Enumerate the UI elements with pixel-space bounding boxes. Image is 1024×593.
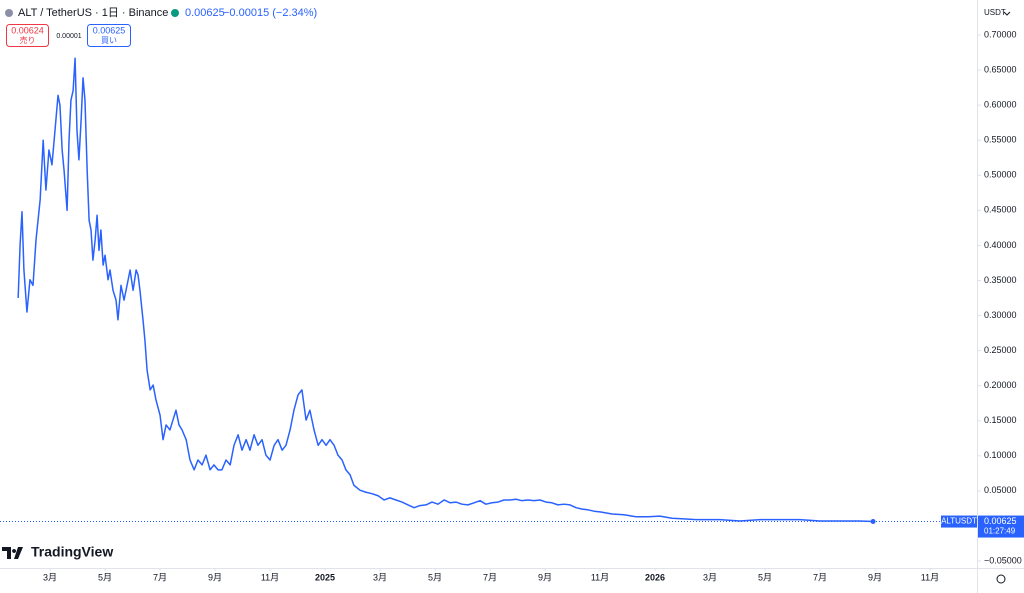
header-change: −0.00015 (−2.34%): [223, 7, 317, 19]
price-label: 0.00625: [984, 516, 1017, 526]
symbol-label-box: [941, 515, 977, 528]
countdown-label: 01:27:49: [984, 527, 1016, 536]
plot-area: [0, 57, 977, 525]
x-tick-label: 2025: [315, 572, 335, 582]
x-tick-label: 11月: [921, 572, 939, 582]
market-status: [171, 9, 179, 17]
spread: 0.00001: [56, 33, 81, 40]
buy-price: 0.00625: [93, 25, 126, 35]
buy-button[interactable]: [87, 24, 131, 47]
x-tick-label: 5月: [758, 572, 772, 582]
y-tick-label: 0.25000: [984, 345, 1017, 355]
x-tick-label: 11月: [261, 572, 279, 582]
y-tick-label: 0.50000: [984, 170, 1017, 180]
y-tick-label: 0.05000: [984, 485, 1017, 495]
currency-unit[interactable]: USDT: [984, 8, 1006, 17]
y-tick-label: 0.35000: [984, 275, 1017, 285]
x-tick-label: 5月: [428, 572, 442, 582]
x-tick-label: 5月: [98, 572, 112, 582]
y-tick-label: −0.05000: [984, 555, 1022, 565]
x-tick-label: 3月: [703, 572, 717, 582]
settings-icon[interactable]: [996, 574, 1006, 584]
x-tick-label: 3月: [373, 572, 387, 582]
x-tick-label: 3月: [43, 572, 57, 582]
y-tick-label: 0.15000: [984, 415, 1017, 425]
unit-dropdown: [1003, 11, 1011, 16]
y-tick-label: 0.70000: [984, 29, 1017, 39]
sell-button[interactable]: [6, 24, 49, 47]
x-tick-label: 9月: [868, 572, 882, 582]
x-tick-label: 7月: [153, 572, 167, 582]
y-tick-label: 0.55000: [984, 135, 1017, 145]
y-tick-label: 0.60000: [984, 100, 1017, 110]
sell-price: 0.00624: [11, 25, 44, 35]
header-price: 0.00625: [185, 7, 225, 19]
x-tick-label: 7月: [813, 572, 827, 582]
y-tick-label: 0.65000: [984, 64, 1017, 74]
chart-title: ALT / TetherUS · 1日 · Binance: [18, 7, 168, 19]
price-label-box: [978, 515, 1024, 538]
y-tick-label: 0.40000: [984, 240, 1017, 250]
symbol-label: ALTUSDT: [941, 517, 977, 526]
x-tick-label: 7月: [483, 572, 497, 582]
logo-icon: [2, 547, 23, 559]
y-tick-label: 0.20000: [984, 380, 1017, 390]
sell-label: 売り: [20, 35, 36, 45]
symbol-icon: [5, 9, 13, 17]
logo-text: TradingView: [31, 544, 113, 560]
y-tick-label: 0.10000: [984, 450, 1017, 460]
x-tick-label: 2026: [645, 572, 665, 582]
buy-label: 買い: [101, 36, 117, 45]
y-tick-label: 0.45000: [984, 205, 1017, 215]
y-tick-label: 0.30000: [984, 310, 1017, 320]
x-tick-label: 11月: [591, 572, 609, 582]
price-line: [17, 57, 874, 523]
x-tick-label: 9月: [538, 572, 552, 582]
x-tick-label: 9月: [208, 572, 222, 582]
